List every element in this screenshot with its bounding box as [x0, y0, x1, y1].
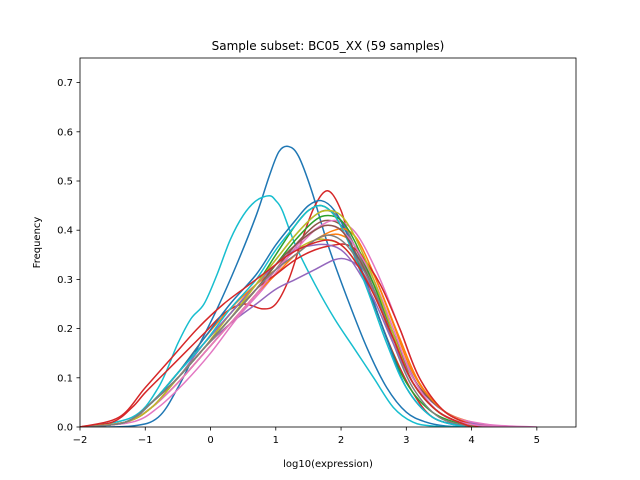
x-tick-label: 4 — [468, 435, 474, 446]
y-axis: 0.0 0.1 0.2 0.3 0.4 0.5 0.6 0.7 — [57, 78, 80, 434]
x-tick-label: −2 — [73, 435, 88, 446]
series-line-1 — [80, 195, 459, 427]
series-line-20 — [80, 239, 472, 427]
x-tick-label: 0 — [207, 435, 213, 446]
plot-area — [80, 58, 576, 427]
x-axis: −2 −1 0 1 2 3 4 5 — [73, 427, 540, 446]
y-tick-label: 0.7 — [57, 78, 73, 89]
x-tick-label: 2 — [338, 435, 344, 446]
series-layer — [80, 145, 537, 427]
y-axis-label: Frequency — [32, 217, 43, 269]
y-tick-label: 0.2 — [57, 324, 73, 335]
y-tick-label: 0.1 — [57, 373, 73, 384]
x-tick-label: 1 — [273, 435, 279, 446]
chart-title: Sample subset: BC05_XX (59 samples) — [212, 39, 445, 53]
plot-frame — [79, 57, 577, 428]
x-axis-label: log10(expression) — [283, 459, 373, 470]
series-line-15 — [80, 204, 466, 427]
y-tick-label: 0.4 — [57, 226, 73, 237]
x-tick-label: 3 — [403, 435, 409, 446]
series-line-2 — [80, 190, 492, 427]
y-tick-label: 0.6 — [57, 127, 73, 138]
x-tick-label: −1 — [138, 435, 153, 446]
y-tick-label: 0.5 — [57, 177, 73, 188]
y-tick-label: 0.0 — [57, 423, 73, 434]
y-tick-label: 0.3 — [57, 275, 73, 286]
x-tick-label: 5 — [534, 435, 540, 446]
